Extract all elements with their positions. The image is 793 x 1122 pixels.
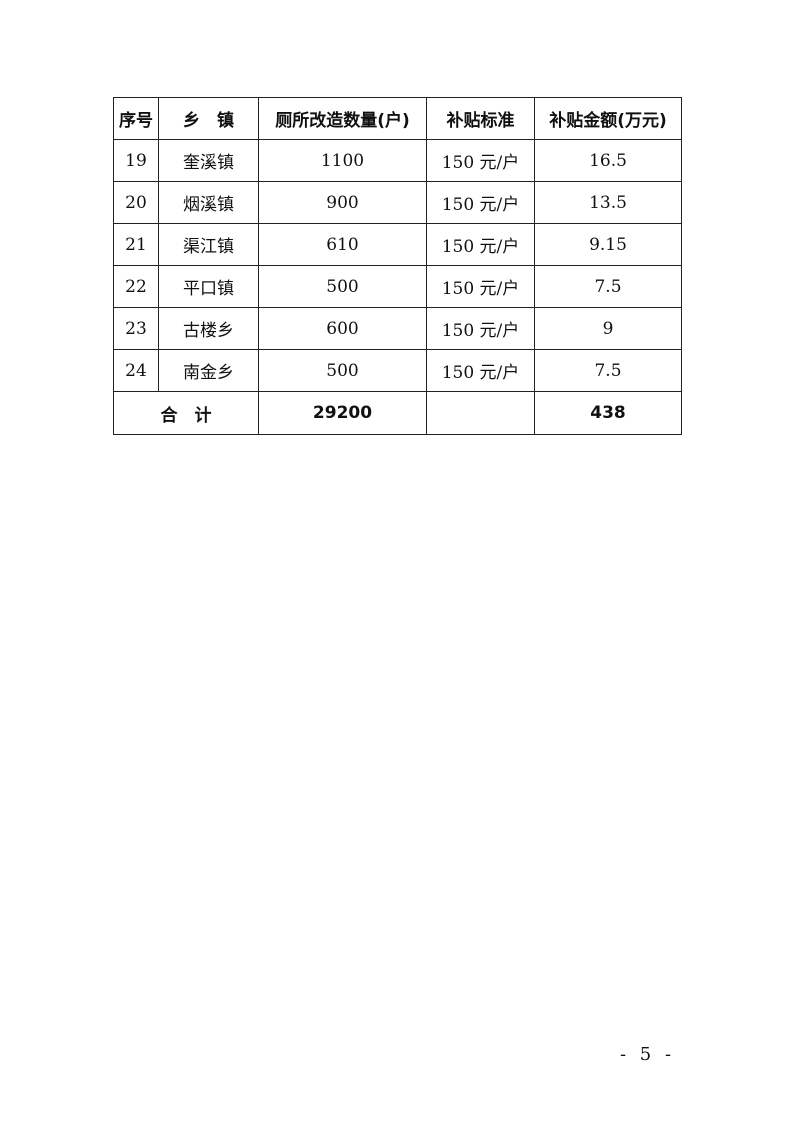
- table-row: 21 渠江镇 610 150 元/户 9.15: [113, 223, 682, 266]
- cell-amount: 7.5: [534, 265, 682, 308]
- cell-town: 渠江镇: [158, 223, 259, 266]
- subsidy-table: 序号 乡 镇 厕所改造数量(户) 补贴标准 补贴金额(万元) 19 奎溪镇 1100…: [113, 97, 682, 435]
- cell-amount: 16.5: [534, 139, 682, 182]
- cell-standard: 150 元/户: [426, 265, 535, 308]
- cell-index: 20: [113, 181, 159, 224]
- cell-amount: 7.5: [534, 349, 682, 392]
- header-quantity: 厕所改造数量(户): [258, 97, 427, 140]
- table-row: 20 烟溪镇 900 150 元/户 13.5: [113, 181, 682, 224]
- header-index: 序号: [113, 97, 159, 140]
- table-row: 23 古楼乡 600 150 元/户 9: [113, 307, 682, 350]
- total-quantity: 29200: [258, 391, 427, 435]
- table-row: 22 平口镇 500 150 元/户 7.5: [113, 265, 682, 308]
- cell-town: 平口镇: [158, 265, 259, 308]
- total-row: 合 计 29200 438: [113, 391, 682, 435]
- header-amount: 补贴金额(万元): [534, 97, 682, 140]
- cell-town: 烟溪镇: [158, 181, 259, 224]
- total-amount: 438: [534, 391, 682, 435]
- cell-index: 19: [113, 139, 159, 182]
- header-town: 乡 镇: [158, 97, 259, 140]
- cell-amount: 9.15: [534, 223, 682, 266]
- cell-standard: 150 元/户: [426, 223, 535, 266]
- cell-amount: 13.5: [534, 181, 682, 224]
- cell-index: 24: [113, 349, 159, 392]
- cell-town: 南金乡: [158, 349, 259, 392]
- cell-quantity: 600: [258, 307, 427, 350]
- header-row: 序号 乡 镇 厕所改造数量(户) 补贴标准 补贴金额(万元): [113, 97, 682, 140]
- table-row: 19 奎溪镇 1100 150 元/户 16.5: [113, 139, 682, 182]
- cell-standard: 150 元/户: [426, 181, 535, 224]
- total-label: 合 计: [113, 391, 259, 435]
- cell-town: 古楼乡: [158, 307, 259, 350]
- cell-quantity: 1100: [258, 139, 427, 182]
- cell-index: 22: [113, 265, 159, 308]
- cell-standard: 150 元/户: [426, 349, 535, 392]
- cell-town: 奎溪镇: [158, 139, 259, 182]
- total-standard: [426, 391, 535, 435]
- cell-standard: 150 元/户: [426, 307, 535, 350]
- cell-index: 23: [113, 307, 159, 350]
- cell-amount: 9: [534, 307, 682, 350]
- page-number: - 5 -: [620, 1044, 676, 1065]
- cell-quantity: 900: [258, 181, 427, 224]
- cell-quantity: 500: [258, 265, 427, 308]
- header-standard: 补贴标准: [426, 97, 535, 140]
- cell-quantity: 610: [258, 223, 427, 266]
- cell-index: 21: [113, 223, 159, 266]
- cell-standard: 150 元/户: [426, 139, 535, 182]
- cell-quantity: 500: [258, 349, 427, 392]
- table-row: 24 南金乡 500 150 元/户 7.5: [113, 349, 682, 392]
